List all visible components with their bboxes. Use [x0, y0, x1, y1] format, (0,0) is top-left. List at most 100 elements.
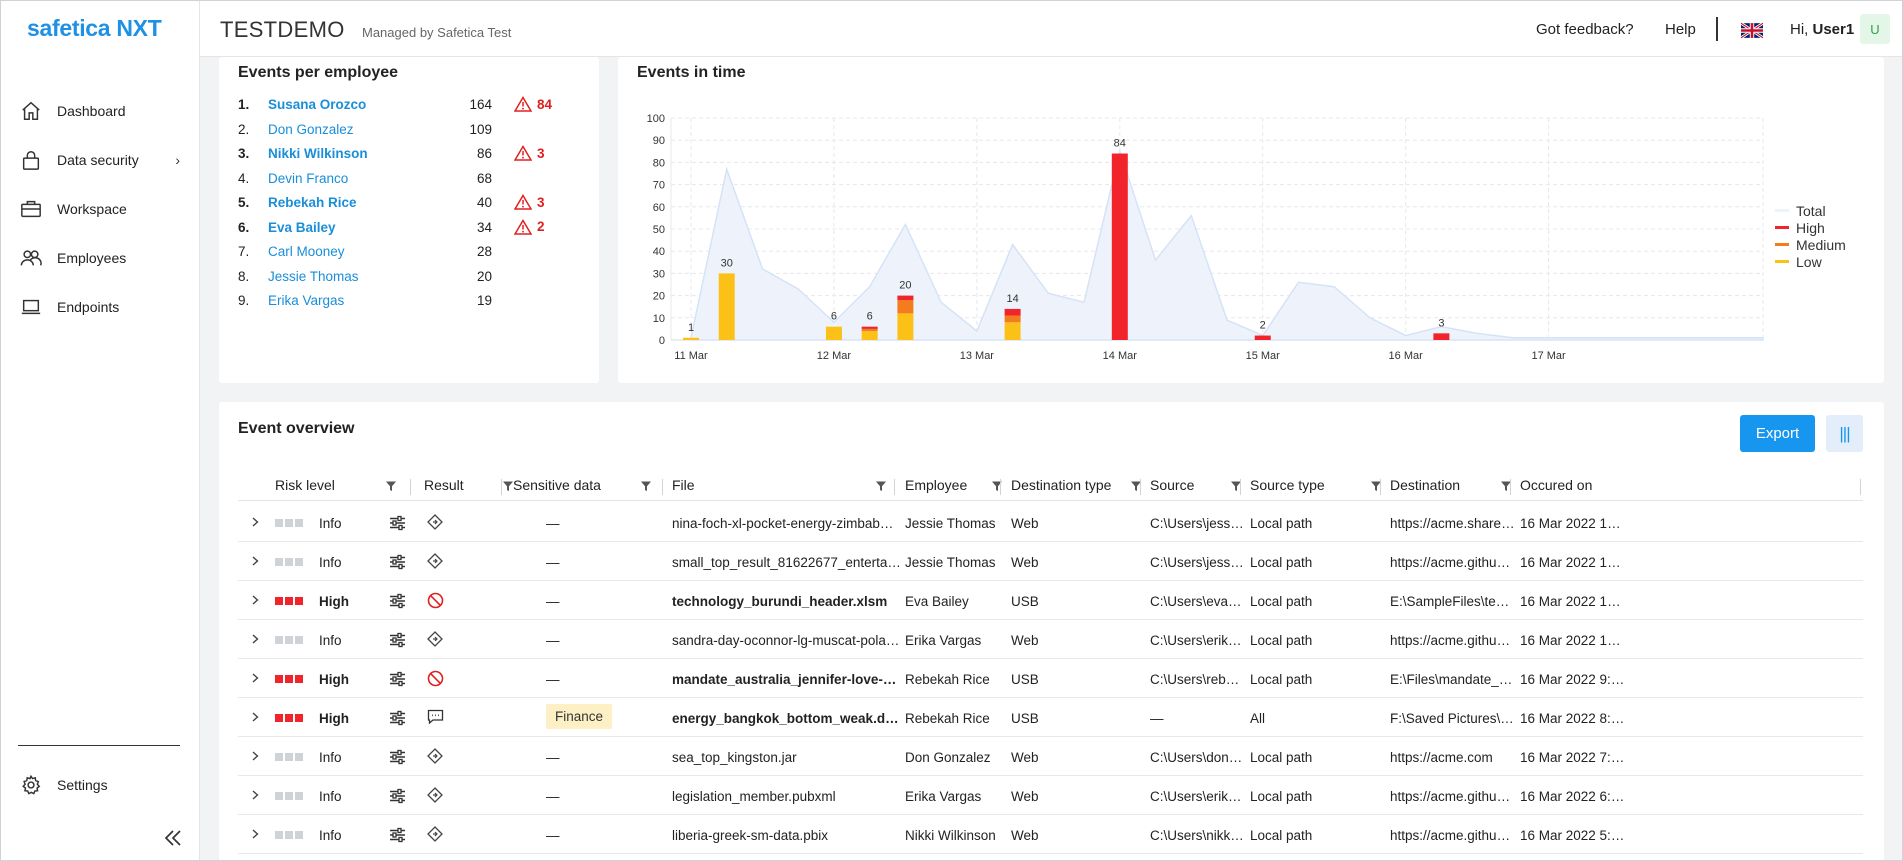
collapse-sidebar-button[interactable]: [163, 828, 185, 848]
chevron-right-icon[interactable]: [248, 593, 262, 607]
events-per-employee-title: Events per employee: [238, 64, 399, 81]
column-divider[interactable]: [1000, 479, 1001, 495]
chevron-right-icon[interactable]: [248, 710, 262, 724]
employee-name-link[interactable]: Nikki Wilkinson: [268, 146, 368, 161]
chevron-right-icon[interactable]: [248, 632, 262, 646]
legend-item-medium[interactable]: Medium: [1775, 236, 1846, 253]
column-divider[interactable]: [1240, 479, 1241, 495]
legend-item-high[interactable]: High: [1775, 219, 1846, 236]
sliders-icon[interactable]: [389, 515, 406, 531]
sliders-icon[interactable]: [389, 671, 406, 687]
y-tick-label: 50: [653, 224, 665, 236]
occured-cell: 16 Mar 2022 8:47: [1520, 711, 1625, 726]
chevron-right-icon[interactable]: [248, 554, 262, 568]
risk-level-indicator: [275, 792, 305, 800]
table-row[interactable]: Info — nina-foch-xl-pocket-energy-zimbabwe…: [238, 503, 1863, 542]
sidebar-item-employees[interactable]: Employees: [0, 233, 200, 282]
table-row[interactable]: High — technology_burundi_header.xlsm Eva B…: [238, 581, 1863, 620]
laptop-icon: [21, 299, 41, 314]
bar-value-label: 14: [1006, 293, 1018, 305]
sliders-icon[interactable]: [389, 710, 406, 726]
sliders-icon[interactable]: [389, 554, 406, 570]
column-header[interactable]: Destination type: [1011, 477, 1112, 493]
sliders-icon[interactable]: [389, 788, 406, 804]
employee-name-link[interactable]: Erika Vargas: [268, 293, 345, 308]
avatar[interactable]: U: [1860, 14, 1890, 44]
filter-icon[interactable]: [1130, 480, 1142, 492]
export-button[interactable]: Export: [1740, 415, 1815, 452]
filter-icon[interactable]: [875, 480, 887, 492]
filter-icon[interactable]: [640, 480, 652, 492]
employee-rank: 8.: [238, 268, 250, 284]
employee-name-link[interactable]: Jessie Thomas: [268, 268, 359, 284]
chevron-right-icon[interactable]: [248, 671, 262, 685]
chevron-right-icon[interactable]: [248, 515, 262, 529]
help-link[interactable]: Help: [1665, 21, 1696, 38]
employee-name-link[interactable]: Carl Mooney: [268, 244, 345, 259]
table-row[interactable]: Info — legislation_member.pubxml Erika Varg…: [238, 776, 1863, 815]
employee-name-link[interactable]: Don Gonzalez: [268, 121, 354, 137]
column-header[interactable]: Result: [424, 477, 464, 493]
filter-icon[interactable]: [991, 480, 1003, 492]
y-tick-label: 80: [653, 157, 665, 169]
sidebar-item-dashboard[interactable]: Dashboard: [0, 86, 200, 135]
chevron-right-icon[interactable]: [248, 827, 262, 841]
uk-flag-icon[interactable]: [1741, 20, 1763, 41]
column-header[interactable]: Source: [1150, 477, 1195, 493]
employee-name-link[interactable]: Devin Franco: [268, 170, 349, 186]
filter-icon[interactable]: [502, 480, 514, 492]
feedback-link[interactable]: Got feedback?: [1536, 21, 1634, 38]
column-header[interactable]: Destination: [1390, 477, 1461, 493]
column-divider[interactable]: [501, 479, 502, 495]
column-divider[interactable]: [410, 479, 411, 495]
table-row[interactable]: Info — sandra-day-oconnor-lg-muscat-poland…: [238, 620, 1863, 659]
app-logo[interactable]: safetica NXT: [27, 15, 162, 41]
x-tick-label: 11 Mar: [674, 350, 708, 362]
employee-name-link[interactable]: Susana Orozco: [268, 97, 367, 112]
risk-level-indicator: [275, 675, 305, 683]
table-row[interactable]: High Finance energy_bangkok_bottom_weak.do…: [238, 698, 1863, 737]
risk-level-indicator: [275, 714, 305, 722]
legend-item-low[interactable]: Low: [1775, 253, 1846, 270]
destination-cell: https://acme.com: [1390, 750, 1493, 765]
sidebar-item-workspace[interactable]: Workspace: [0, 184, 200, 233]
table-row[interactable]: Info — small_top_result_81622677_entertain…: [238, 542, 1863, 581]
sidebar-item-settings[interactable]: Settings: [0, 760, 200, 809]
column-header[interactable]: Employee: [905, 477, 968, 493]
columns-icon[interactable]: |||: [1826, 415, 1863, 452]
high-risk-count: 2: [537, 219, 545, 234]
table-row[interactable]: Info — sea_top_kingston.jar Don Gonzalez Web…: [238, 737, 1863, 776]
filter-icon[interactable]: [385, 480, 397, 492]
column-divider[interactable]: [1140, 479, 1141, 495]
legend-label: Total: [1796, 202, 1826, 219]
column-divider[interactable]: [1380, 479, 1381, 495]
column-header[interactable]: Source type: [1250, 477, 1325, 493]
sliders-icon[interactable]: [389, 593, 406, 609]
employee-name-link[interactable]: Rebekah Rice: [268, 195, 357, 210]
column-divider[interactable]: [1860, 479, 1861, 495]
chevron-right-icon[interactable]: [248, 788, 262, 802]
filter-icon[interactable]: [1500, 480, 1512, 492]
sliders-icon[interactable]: [389, 827, 406, 843]
column-header[interactable]: Occured on: [1520, 477, 1593, 493]
sliders-icon[interactable]: [389, 749, 406, 765]
high-bar: [897, 295, 914, 301]
sliders-icon[interactable]: [389, 632, 406, 648]
filter-icon[interactable]: [1370, 480, 1382, 492]
chevron-right-icon[interactable]: [248, 749, 262, 763]
sidebar-item-data-security[interactable]: Data security ›: [0, 135, 200, 184]
column-header[interactable]: Risk level: [275, 477, 335, 493]
column-divider[interactable]: [1510, 479, 1511, 495]
table-row[interactable]: High — mandate_australia_jennifer-love-hew…: [238, 659, 1863, 698]
employee-name-link[interactable]: Eva Bailey: [268, 219, 336, 235]
column-header[interactable]: Sensitive data: [513, 477, 601, 493]
sidebar-item-label: Endpoints: [57, 298, 120, 315]
legend-item-total[interactable]: Total: [1775, 202, 1846, 219]
column-divider[interactable]: [894, 479, 895, 495]
filter-icon[interactable]: [1230, 480, 1242, 492]
sidebar-item-endpoints[interactable]: Endpoints: [0, 282, 200, 331]
column-divider[interactable]: [662, 479, 663, 495]
table-row[interactable]: Info — liberia-greek-sm-data.pbix Nikki Wil…: [238, 815, 1863, 854]
occured-cell: 16 Mar 2022 10:12: [1520, 516, 1625, 531]
column-header[interactable]: File: [672, 477, 695, 493]
